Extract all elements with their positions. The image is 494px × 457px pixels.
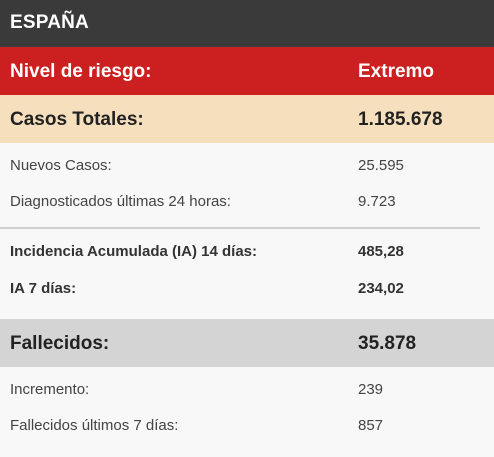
stat-value: 234,02 — [358, 280, 404, 297]
stat-label: Incremento: — [10, 381, 90, 398]
risk-level-value: Extremo — [358, 61, 435, 82]
region-title-text: ESPAÑA — [10, 12, 89, 33]
stat-value: 857 — [358, 417, 384, 434]
stat-value: 9.723 — [358, 193, 396, 210]
stat-row-ia-7-days: IA 7 días: 234,02 — [0, 276, 494, 302]
stat-value: 25.595 — [358, 157, 404, 174]
stat-value: 239 — [358, 381, 384, 398]
risk-level-label: Nivel de riesgo: — [10, 61, 152, 82]
stat-row-increment: Incremento: 239 — [0, 377, 494, 403]
stat-label: IA 7 días: — [10, 280, 77, 297]
section-divider — [0, 227, 480, 229]
total-cases-band: Casos Totales: 1.185.678 — [0, 95, 494, 143]
region-title: ESPAÑA — [0, 0, 494, 47]
stat-value: 485,28 — [358, 243, 404, 260]
stat-label: Incidencia Acumulada (IA) 14 días: — [10, 243, 258, 260]
stat-row-deaths-7-days: Fallecidos últimos 7 días: 857 — [0, 413, 494, 439]
risk-level-bar: Nivel de riesgo: Extremo — [0, 47, 494, 95]
total-cases-label: Casos Totales: — [10, 109, 144, 130]
stat-label: Diagnosticados últimas 24 horas: — [10, 193, 231, 210]
stat-row-diagnosed-24h: Diagnosticados últimas 24 horas: 9.723 — [0, 189, 494, 215]
deaths-value: 35.878 — [358, 333, 417, 354]
stat-row-ia-14-days: Incidencia Acumulada (IA) 14 días: 485,2… — [0, 239, 494, 265]
deaths-band: Fallecidos: 35.878 — [0, 319, 494, 367]
stat-row-new-cases: Nuevos Casos: 25.595 — [0, 153, 494, 179]
stat-label: Fallecidos últimos 7 días: — [10, 417, 179, 434]
total-cases-value: 1.185.678 — [358, 109, 443, 130]
deaths-label: Fallecidos: — [10, 333, 110, 354]
stat-label: Nuevos Casos: — [10, 157, 112, 174]
